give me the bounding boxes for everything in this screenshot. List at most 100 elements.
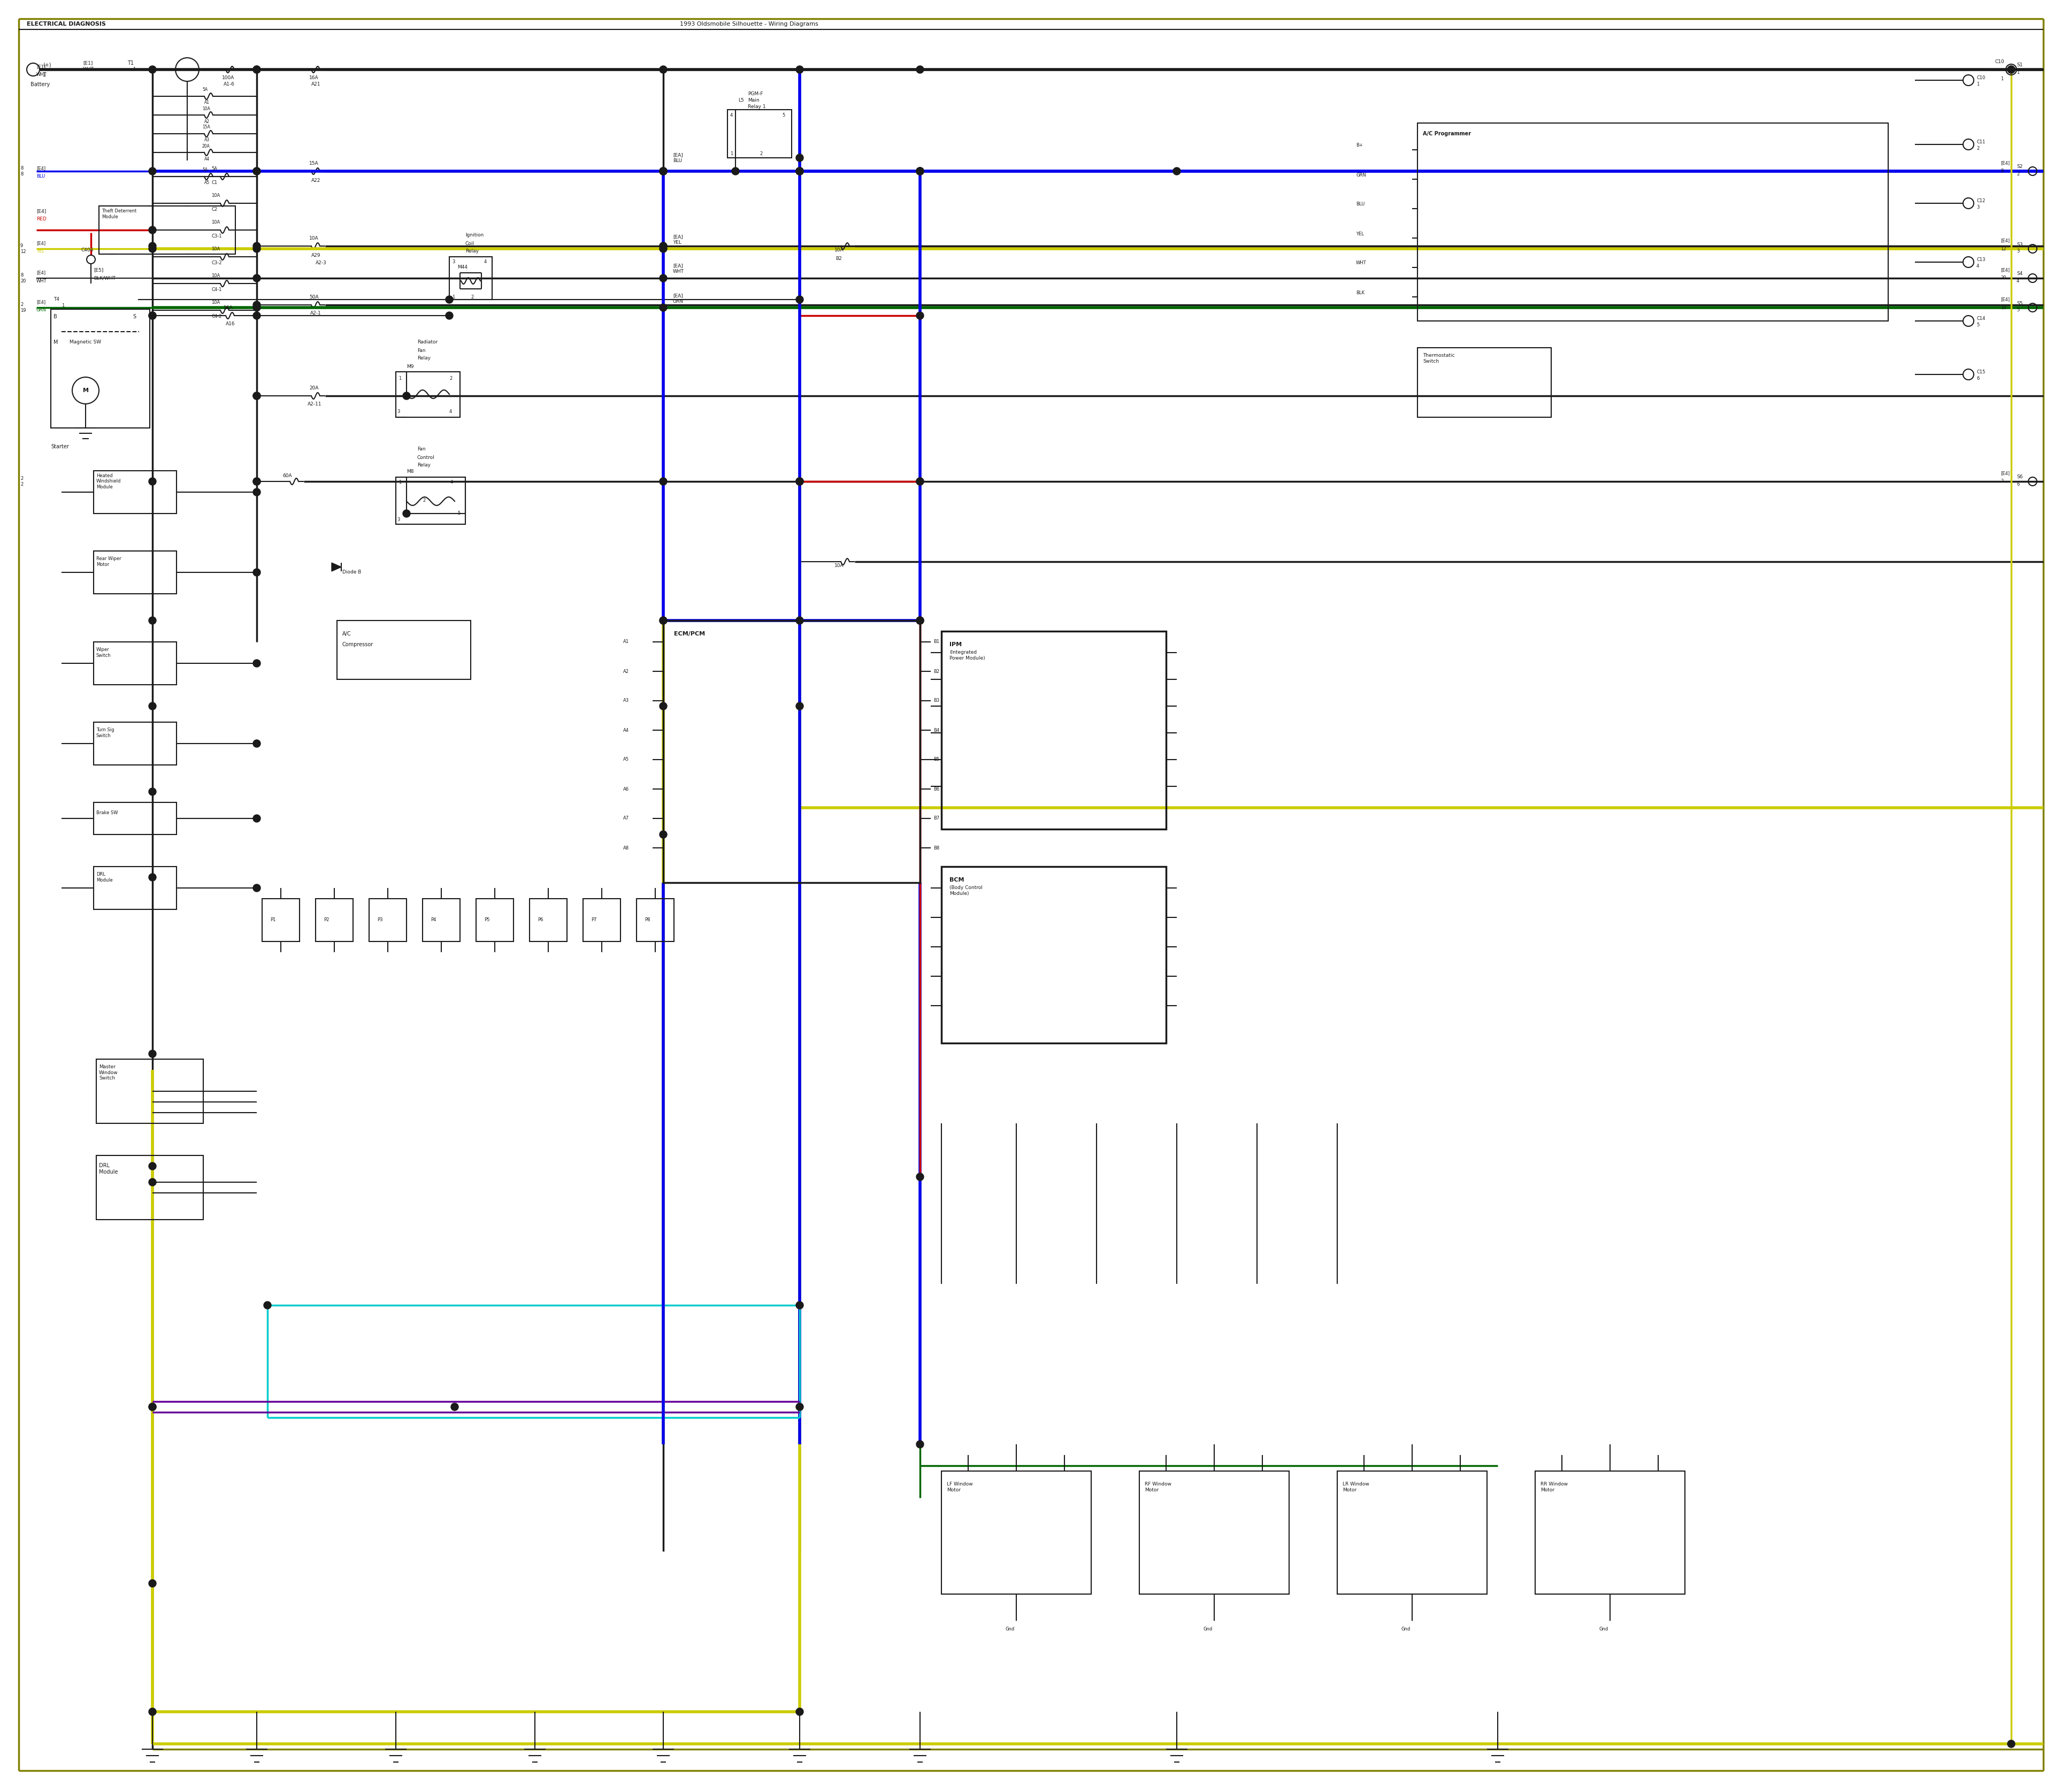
Text: 5: 5 xyxy=(2017,308,2019,312)
Text: BLK/WHT: BLK/WHT xyxy=(94,276,115,281)
Circle shape xyxy=(797,478,803,486)
Text: P1: P1 xyxy=(271,918,275,923)
Circle shape xyxy=(916,167,924,176)
Text: WHT: WHT xyxy=(1356,262,1366,265)
Circle shape xyxy=(148,1179,156,1186)
Circle shape xyxy=(446,296,454,303)
Circle shape xyxy=(731,167,739,176)
Text: YEL: YEL xyxy=(37,249,45,254)
Circle shape xyxy=(659,616,668,624)
Text: A21: A21 xyxy=(312,82,320,88)
Text: Fan: Fan xyxy=(417,348,425,353)
Circle shape xyxy=(916,312,924,319)
Circle shape xyxy=(148,1579,156,1588)
Text: 1993 Oldsmobile Silhouette - Wiring Diagrams: 1993 Oldsmobile Silhouette - Wiring Diag… xyxy=(680,22,817,27)
Circle shape xyxy=(253,659,261,667)
Text: M: M xyxy=(53,340,58,346)
Text: A1: A1 xyxy=(203,100,210,106)
Bar xyxy=(94,722,177,765)
Circle shape xyxy=(659,831,668,839)
Text: A16: A16 xyxy=(226,321,234,326)
Text: 10A: 10A xyxy=(212,246,220,251)
Text: B6: B6 xyxy=(933,787,939,792)
Text: 5: 5 xyxy=(1976,323,1980,328)
Circle shape xyxy=(253,167,261,176)
Text: 1: 1 xyxy=(729,152,733,156)
Circle shape xyxy=(253,167,261,176)
Text: T4: T4 xyxy=(53,297,60,303)
Text: P4: P4 xyxy=(431,918,435,923)
Circle shape xyxy=(2007,1740,2015,1747)
Circle shape xyxy=(148,226,156,233)
Text: Relay: Relay xyxy=(466,249,479,254)
Text: Wiper
Switch: Wiper Switch xyxy=(97,647,111,658)
Text: A6: A6 xyxy=(622,787,629,792)
Text: 3: 3 xyxy=(396,410,401,414)
Text: S5: S5 xyxy=(2017,301,2023,306)
Circle shape xyxy=(148,1403,156,1410)
Text: 2: 2 xyxy=(450,376,452,380)
Text: [E4]: [E4] xyxy=(2001,161,2009,165)
Text: 12: 12 xyxy=(2001,246,2007,251)
Bar xyxy=(663,620,920,883)
Text: [E4]: [E4] xyxy=(37,299,45,305)
Text: C11: C11 xyxy=(1976,140,1986,143)
Bar xyxy=(94,642,177,685)
Text: BLU: BLU xyxy=(37,174,45,179)
Text: [E4]: [E4] xyxy=(2001,267,2009,272)
Text: LR Window
Motor: LR Window Motor xyxy=(1343,1482,1370,1493)
Bar xyxy=(263,898,300,941)
Circle shape xyxy=(148,1403,156,1410)
Text: 4: 4 xyxy=(1976,263,1980,269)
Text: Ignition: Ignition xyxy=(466,233,483,238)
Text: B2: B2 xyxy=(836,256,842,262)
Circle shape xyxy=(797,154,803,161)
Text: 1: 1 xyxy=(398,480,401,486)
Bar xyxy=(396,477,466,525)
Circle shape xyxy=(659,66,668,73)
Text: A22: A22 xyxy=(312,179,320,183)
Bar xyxy=(727,109,791,158)
Text: A4: A4 xyxy=(203,156,210,161)
Text: Theft Deterrent
Module: Theft Deterrent Module xyxy=(101,210,136,219)
Bar xyxy=(94,471,177,514)
Circle shape xyxy=(253,274,261,281)
Text: 2
2: 2 2 xyxy=(21,477,23,487)
Text: Radiator: Radiator xyxy=(417,340,438,344)
Text: S2: S2 xyxy=(2017,165,2023,168)
Text: C10: C10 xyxy=(1976,75,1986,81)
Text: Gnd: Gnd xyxy=(1204,1627,1212,1631)
Text: GRN: GRN xyxy=(1356,172,1366,177)
Text: 1: 1 xyxy=(2017,70,2019,75)
Circle shape xyxy=(797,1301,803,1308)
Text: A1-6: A1-6 xyxy=(224,82,234,88)
Text: M9: M9 xyxy=(407,364,413,369)
Circle shape xyxy=(148,788,156,796)
Text: [EA]
BLU: [EA] BLU xyxy=(674,152,682,163)
Text: A5: A5 xyxy=(622,758,629,762)
Text: [E1]: [E1] xyxy=(37,65,45,70)
Circle shape xyxy=(797,616,803,624)
Text: L5: L5 xyxy=(737,99,744,102)
Bar xyxy=(941,1471,1091,1595)
Circle shape xyxy=(916,478,924,486)
Circle shape xyxy=(253,392,261,400)
Circle shape xyxy=(659,478,668,486)
Circle shape xyxy=(253,246,261,253)
Text: A8: A8 xyxy=(622,846,629,849)
Circle shape xyxy=(916,167,924,176)
Text: A2: A2 xyxy=(622,668,629,674)
Text: C13: C13 xyxy=(1976,256,1986,262)
Text: [E4]: [E4] xyxy=(2001,471,2009,477)
Bar xyxy=(941,631,1167,830)
Text: A5: A5 xyxy=(203,181,210,185)
Text: A2: A2 xyxy=(203,118,210,124)
Circle shape xyxy=(148,873,156,882)
Text: 15A: 15A xyxy=(310,161,318,165)
Bar xyxy=(94,803,177,835)
Text: B1: B1 xyxy=(933,640,939,645)
Circle shape xyxy=(659,305,668,312)
Text: 9
12: 9 12 xyxy=(21,244,27,254)
Text: C4-1: C4-1 xyxy=(212,287,222,292)
Text: BLU: BLU xyxy=(1356,202,1364,206)
